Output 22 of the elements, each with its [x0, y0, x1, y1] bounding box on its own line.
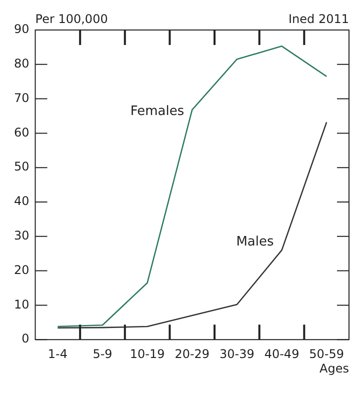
- y-tick-label: 80: [14, 56, 30, 71]
- y-tick-label: 30: [14, 228, 30, 243]
- y-tick-label: 60: [14, 125, 30, 140]
- y-tick-label: 20: [14, 262, 30, 277]
- x-tick-label: 20-29: [174, 346, 210, 361]
- y-tick-label: 10: [14, 297, 30, 312]
- x-tick-label: 50-59: [309, 346, 344, 361]
- y-tick-label: 70: [14, 90, 30, 105]
- y-axis-title: Per 100,000: [35, 12, 108, 26]
- y-tick-label: 90: [14, 22, 30, 36]
- series-label: Males: [236, 234, 274, 250]
- y-tick-label: 0: [22, 332, 30, 346]
- x-tick-label: 40-49: [264, 346, 300, 361]
- series-label: Females: [130, 104, 184, 120]
- x-tick-label: 5-9: [92, 346, 112, 361]
- x-tick-label: 10-19: [130, 346, 165, 361]
- x-tick-label: 30-39: [220, 346, 254, 361]
- y-tick-label: 40: [14, 194, 30, 208]
- text: Ined 2011: [288, 12, 349, 26]
- y-tick-label: 50: [14, 160, 30, 174]
- x-tick-label: 1-4: [48, 346, 68, 361]
- x-axis-title: Ages: [320, 362, 349, 376]
